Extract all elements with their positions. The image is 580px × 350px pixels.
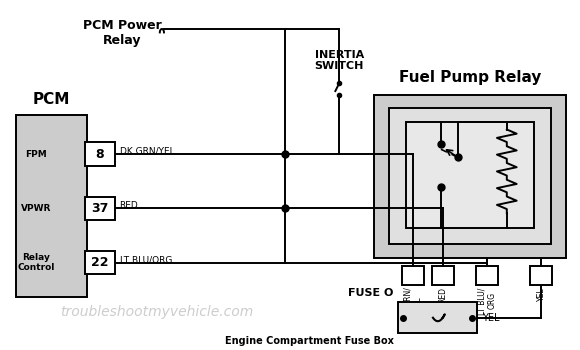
Text: 37: 37 bbox=[91, 202, 108, 215]
Bar bbox=[16, 115, 87, 297]
Text: Relay
Control: Relay Control bbox=[17, 253, 55, 272]
Bar bbox=[476, 266, 498, 285]
Text: DK GRN/YEL: DK GRN/YEL bbox=[119, 147, 174, 156]
Text: PCM: PCM bbox=[33, 92, 70, 107]
Text: LT BLU/ORG: LT BLU/ORG bbox=[119, 255, 172, 264]
Bar bbox=[85, 196, 115, 220]
Text: VPWR: VPWR bbox=[20, 204, 51, 213]
Text: LT BLU/
ORG: LT BLU/ ORG bbox=[477, 287, 497, 315]
Bar bbox=[374, 95, 566, 258]
Bar bbox=[85, 251, 115, 274]
Text: YEL: YEL bbox=[482, 313, 500, 323]
Text: Fuel Pump Relay: Fuel Pump Relay bbox=[398, 70, 541, 85]
Bar bbox=[389, 108, 551, 244]
Text: troubleshootmyvehicle.com: troubleshootmyvehicle.com bbox=[60, 305, 253, 319]
Text: 8: 8 bbox=[96, 148, 104, 161]
Text: FPM: FPM bbox=[25, 150, 46, 159]
Bar bbox=[403, 266, 424, 285]
Text: PCM Power
Relay: PCM Power Relay bbox=[83, 19, 162, 47]
Bar bbox=[432, 266, 454, 285]
Text: RED: RED bbox=[438, 287, 447, 303]
Bar bbox=[406, 121, 534, 228]
Bar bbox=[398, 302, 477, 334]
Text: FUSE O: FUSE O bbox=[348, 288, 393, 298]
Text: DK GRN/
YEL: DK GRN/ YEL bbox=[404, 287, 423, 320]
Bar bbox=[85, 142, 115, 166]
Text: 22: 22 bbox=[91, 256, 108, 269]
Text: YEL: YEL bbox=[537, 287, 546, 301]
Text: RED: RED bbox=[119, 201, 138, 210]
Bar bbox=[531, 266, 552, 285]
Text: Engine Compartment Fuse Box: Engine Compartment Fuse Box bbox=[224, 336, 393, 346]
Text: INERTIA
SWITCH: INERTIA SWITCH bbox=[314, 50, 364, 71]
